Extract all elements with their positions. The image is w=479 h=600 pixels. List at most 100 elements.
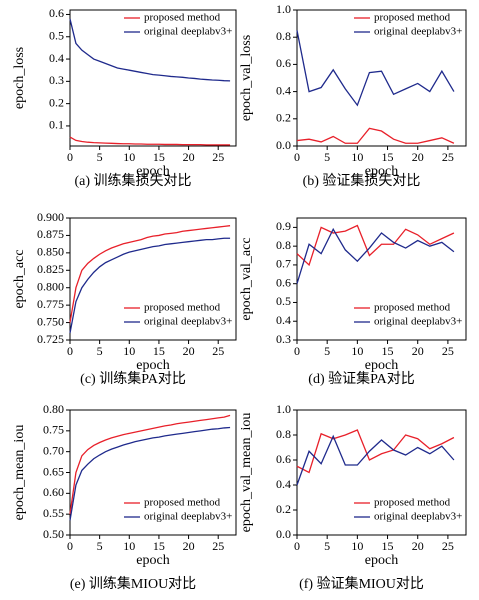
y-axis-label: epoch_mean_iou xyxy=(12,425,27,521)
x-axis-label: epoch xyxy=(136,358,169,373)
x-axis-label: epoch xyxy=(365,358,398,373)
x-tick-label: 15 xyxy=(382,344,394,358)
x-tick-label: 25 xyxy=(212,150,224,164)
x-tick-label: 5 xyxy=(97,150,103,164)
y-tick-label: 0.850 xyxy=(37,245,64,259)
x-tick-label: 10 xyxy=(123,150,135,164)
data-line xyxy=(296,429,455,474)
x-tick-label: 20 xyxy=(412,344,424,358)
x-tick-label: 0 xyxy=(294,150,300,164)
y-tick-label: 0.0 xyxy=(276,527,291,541)
y-axis-label: epoch_val_loss xyxy=(239,35,254,121)
data-line xyxy=(69,237,231,334)
y-tick-label: 0.725 xyxy=(37,332,64,346)
y-axis-label: epoch_val_acc xyxy=(239,237,254,320)
legend-label: original deeplabv3+ xyxy=(144,26,232,38)
data-line xyxy=(296,127,455,144)
y-tick-label: 0.900 xyxy=(37,210,64,224)
y-axis-label: epoch_acc xyxy=(12,249,27,308)
y-tick-label: 0.2 xyxy=(49,95,64,109)
plot-frame xyxy=(296,9,467,147)
x-tick-label: 0 xyxy=(67,150,73,164)
x-tick-label: 20 xyxy=(412,150,424,164)
caption: (d) 验证集PA对比 xyxy=(308,370,414,387)
y-tick-label: 0.4 xyxy=(276,477,291,491)
data-line xyxy=(69,18,231,82)
y-tick-label: 0.5 xyxy=(276,294,291,308)
data-line xyxy=(296,224,455,267)
y-tick-label: 1.0 xyxy=(276,2,291,16)
y-axis-label: epoch_loss xyxy=(12,47,27,109)
y-tick-label: 0.750 xyxy=(37,314,64,328)
plot-frame xyxy=(296,217,467,341)
y-tick-label: 0.6 xyxy=(276,452,291,466)
legend-label: original deeplabv3+ xyxy=(144,316,232,328)
x-tick-label: 20 xyxy=(183,344,195,358)
x-tick-label: 25 xyxy=(212,344,224,358)
plot-frame xyxy=(69,217,237,341)
x-tick-label: 5 xyxy=(324,150,330,164)
legend-label: proposed method xyxy=(144,497,221,509)
legend-label: original deeplabv3+ xyxy=(374,316,462,328)
y-tick-label: 0.55 xyxy=(43,506,64,520)
x-tick-label: 15 xyxy=(153,150,165,164)
y-tick-label: 0.80 xyxy=(43,402,64,416)
legend-label: original deeplabv3+ xyxy=(374,511,462,523)
data-line xyxy=(69,136,231,146)
caption: (e) 训练集MIOU对比 xyxy=(70,575,196,592)
x-tick-label: 0 xyxy=(67,539,73,553)
x-axis-label: epoch xyxy=(365,553,398,568)
x-tick-label: 5 xyxy=(324,344,330,358)
x-tick-label: 0 xyxy=(67,344,73,358)
data-line xyxy=(69,414,231,515)
y-tick-label: 0.4 xyxy=(276,83,291,97)
legend-label: proposed method xyxy=(374,497,451,509)
x-tick-label: 25 xyxy=(212,539,224,553)
y-tick-label: 0.0 xyxy=(276,138,291,152)
caption: (b) 验证集损失对比 xyxy=(303,172,421,189)
y-tick-label: 0.1 xyxy=(49,118,64,132)
y-tick-label: 0.775 xyxy=(37,297,64,311)
data-line xyxy=(69,225,231,323)
x-tick-label: 0 xyxy=(294,344,300,358)
plot-frame xyxy=(69,9,237,147)
x-tick-label: 10 xyxy=(351,539,363,553)
x-tick-label: 5 xyxy=(97,539,103,553)
x-tick-label: 10 xyxy=(123,344,135,358)
data-line xyxy=(296,434,455,486)
y-tick-label: 0.8 xyxy=(276,29,291,43)
y-tick-label: 0.825 xyxy=(37,262,64,276)
x-axis-label: epoch xyxy=(365,164,398,179)
legend-label: original deeplabv3+ xyxy=(374,26,462,38)
y-tick-label: 0.50 xyxy=(43,527,64,541)
data-line xyxy=(69,426,231,521)
y-tick-label: 0.5 xyxy=(49,29,64,43)
y-axis-label: epoch_val_mean_iou xyxy=(239,413,254,533)
y-tick-label: 0.7 xyxy=(276,257,291,271)
y-tick-label: 0.2 xyxy=(276,111,291,125)
x-tick-label: 20 xyxy=(412,539,424,553)
data-line xyxy=(296,30,455,107)
y-tick-label: 1.0 xyxy=(276,402,291,416)
x-tick-label: 15 xyxy=(382,539,394,553)
y-tick-label: 0.65 xyxy=(43,464,64,478)
y-tick-label: 0.875 xyxy=(37,227,64,241)
caption: (c) 训练集PA对比 xyxy=(80,370,186,387)
plot-frame xyxy=(296,409,467,536)
x-axis-label: epoch xyxy=(136,553,169,568)
y-tick-label: 0.6 xyxy=(276,56,291,70)
y-tick-label: 0.9 xyxy=(276,219,291,233)
legend-label: proposed method xyxy=(374,302,451,314)
x-tick-label: 5 xyxy=(97,344,103,358)
y-tick-label: 0.8 xyxy=(276,238,291,252)
y-tick-label: 0.800 xyxy=(37,279,64,293)
x-tick-label: 20 xyxy=(183,539,195,553)
data-line xyxy=(296,227,455,284)
x-tick-label: 10 xyxy=(351,344,363,358)
y-tick-label: 0.6 xyxy=(276,275,291,289)
caption: (f) 验证集MIOU对比 xyxy=(299,575,424,592)
y-tick-label: 0.3 xyxy=(276,332,291,346)
x-tick-label: 15 xyxy=(153,344,165,358)
y-tick-label: 0.75 xyxy=(43,423,64,437)
x-tick-label: 5 xyxy=(324,539,330,553)
